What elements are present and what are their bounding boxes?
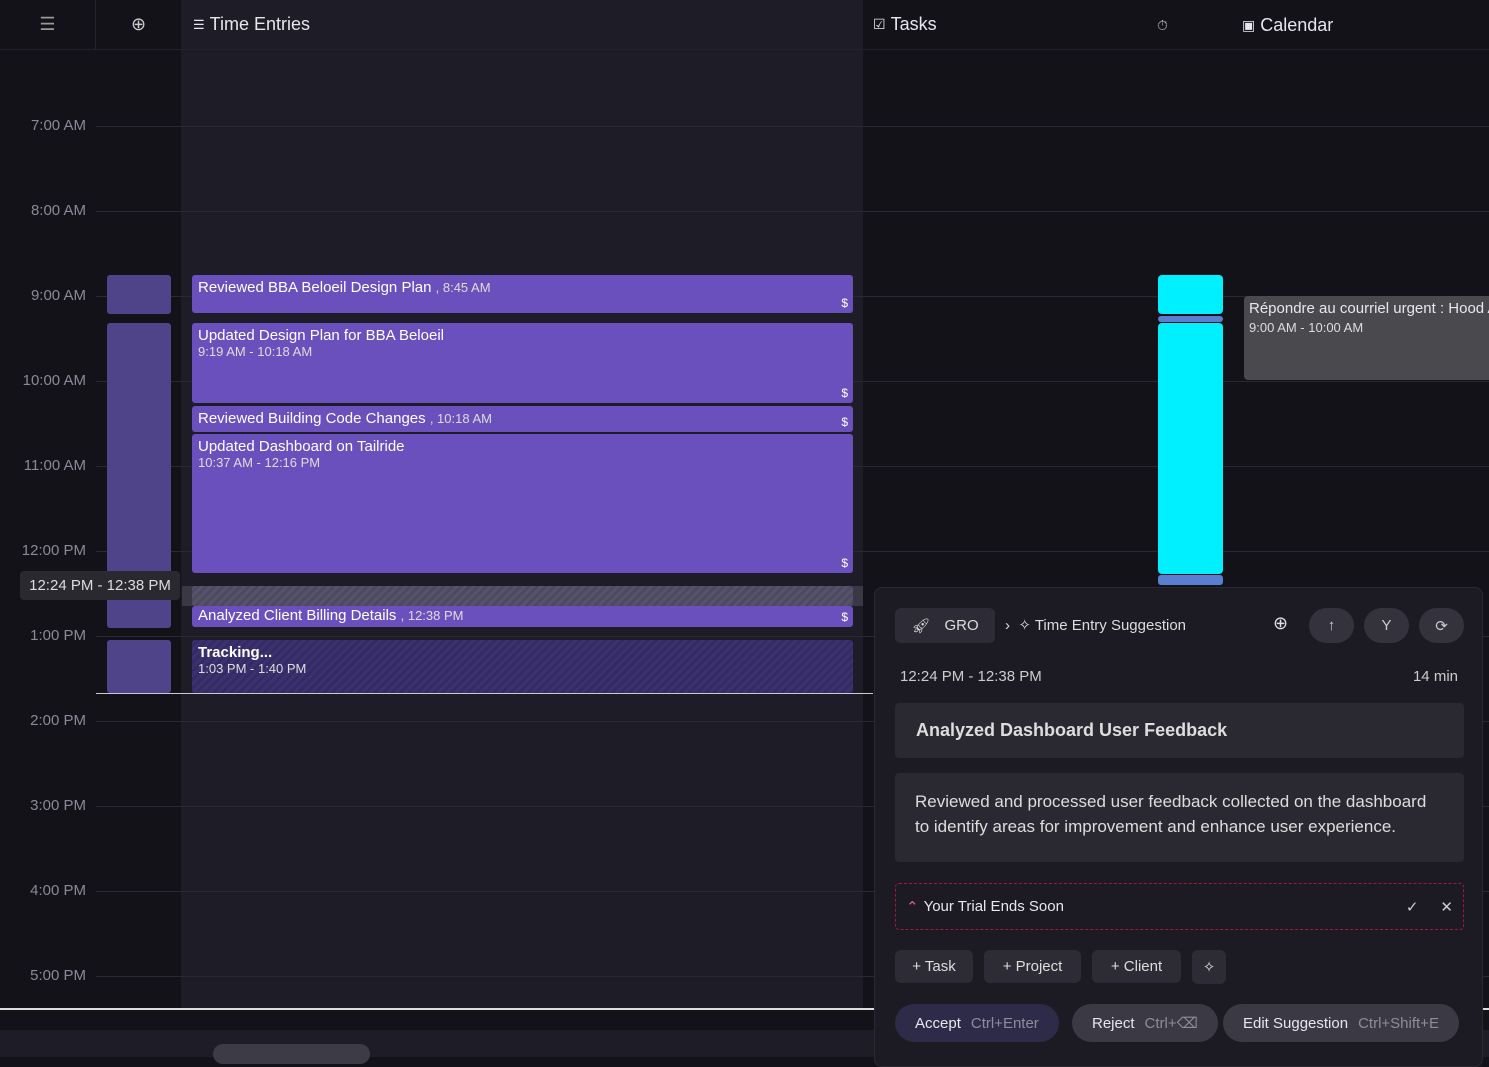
hour-gridline — [96, 806, 1489, 807]
accept-button[interactable]: Accept Ctrl+Enter — [895, 1004, 1059, 1042]
list-icon: ☰ — [193, 16, 205, 32]
suggestion-range: 12:24 PM - 12:38 PM — [900, 668, 1042, 685]
tab-tasks[interactable]: ☑ Tasks — [863, 0, 1489, 50]
trial-banner: ⌃ Your Trial Ends Soon ✓ ✕ — [895, 883, 1464, 930]
sparkle-icon: ✧ — [1018, 617, 1031, 634]
rocket-icon: 🚀︎ — [911, 617, 931, 635]
add-client-button[interactable]: + Client — [1092, 950, 1181, 983]
sparkle-icon[interactable]: ✧ — [1192, 950, 1226, 984]
hour-label: 4:00 PM — [30, 882, 86, 899]
menu-icon[interactable]: ☰ — [0, 0, 96, 50]
calendar-icon: ▣ — [1242, 16, 1256, 33]
current-time-line — [96, 693, 873, 694]
timer-icon[interactable]: ⏱ — [1157, 16, 1168, 33]
task-bar-separator — [1158, 316, 1223, 322]
tracking-entry[interactable]: Tracking... 1:03 PM - 1:40 PM — [192, 640, 853, 693]
checkbox-icon: ☑ — [873, 16, 886, 32]
tab-calendar[interactable]: ▣ Calendar — [1242, 14, 1334, 35]
check-icon[interactable]: ✓ — [1405, 898, 1419, 916]
clickup-logo-icon: ⌃ — [906, 898, 919, 916]
project-chip[interactable]: 🚀︎ GRO — [895, 608, 995, 643]
hour-gridline — [96, 976, 1489, 977]
hover-range-tooltip: 12:24 PM - 12:38 PM — [20, 571, 180, 600]
edit-suggestion-button[interactable]: Edit Suggestion Ctrl+Shift+E — [1223, 1004, 1459, 1042]
suggestion-duration: 14 min — [1412, 668, 1458, 685]
time-entry[interactable]: Updated Design Plan for BBA Beloeil 9:19 … — [192, 323, 853, 403]
chevron-right-icon: › — [1005, 617, 1010, 634]
hour-label: 10:00 AM — [22, 372, 86, 389]
bottom-tab[interactable] — [213, 1044, 370, 1064]
task-bar[interactable] — [1158, 275, 1223, 314]
suggestion-slot[interactable] — [182, 586, 863, 606]
tab-time-entries[interactable]: ☰ Time Entries — [181, 0, 863, 50]
calendar-event[interactable]: Répondre au courriel urgent : Hood A 9:00… — [1244, 296, 1489, 380]
hour-label: 2:00 PM — [30, 712, 86, 729]
split-icon[interactable]: Y — [1364, 608, 1409, 643]
suggestion-description-input[interactable]: Reviewed and processed user feedback col… — [895, 773, 1464, 862]
minimap-block[interactable] — [107, 275, 171, 314]
hour-gridline — [96, 721, 1489, 722]
suggestion-title-input[interactable]: Analyzed Dashboard User Feedback — [895, 703, 1464, 758]
hour-label: 1:00 PM — [30, 627, 86, 644]
time-entry[interactable]: Reviewed BBA Beloeil Design Plan , 8:45 … — [192, 275, 853, 313]
add-project-button[interactable]: + Project — [984, 950, 1081, 983]
hour-label: 12:00 PM — [21, 542, 86, 559]
hour-label: 9:00 AM — [30, 287, 86, 304]
breadcrumb: › ✧ Time Entry Suggestion — [1005, 617, 1187, 634]
globe-icon[interactable]: ⊕ — [1273, 613, 1289, 633]
minimap-block[interactable] — [107, 640, 171, 693]
hour-gridline — [96, 891, 1489, 892]
task-bar-separator — [1158, 575, 1223, 585]
reject-button[interactable]: Reject Ctrl+⌫ — [1072, 1004, 1218, 1042]
hour-gridline — [96, 636, 1489, 637]
hour-label: 7:00 AM — [30, 117, 86, 134]
suggestion-panel: 🚀︎ GRO › ✧ Time Entry Suggestion ⊕ ↑ Y ⟳ … — [874, 587, 1483, 1067]
time-entry[interactable]: Updated Dashboard on Tailride 10:37 AM - … — [192, 434, 853, 573]
hour-gridline — [96, 126, 1489, 127]
close-icon[interactable]: ✕ — [1440, 898, 1453, 916]
arrow-up-icon[interactable]: ↑ — [1309, 608, 1354, 643]
hour-label: 11:00 AM — [23, 457, 86, 474]
time-entry[interactable]: Reviewed Building Code Changes , 10:18 A… — [192, 406, 853, 432]
task-bar[interactable] — [1158, 323, 1223, 574]
hour-label: 5:00 PM — [30, 967, 86, 984]
refresh-icon[interactable]: ⟳ — [1419, 608, 1464, 643]
divider — [0, 1008, 1489, 1010]
hour-label: 8:00 AM — [30, 202, 86, 219]
hour-gridline — [96, 211, 1489, 212]
hour-label: 3:00 PM — [30, 797, 86, 814]
add-task-button[interactable]: + Task — [895, 950, 973, 983]
time-entry[interactable]: Analyzed Client Billing Details , 12:38 … — [192, 606, 853, 627]
globe-icon[interactable]: ⊕ — [96, 0, 181, 50]
